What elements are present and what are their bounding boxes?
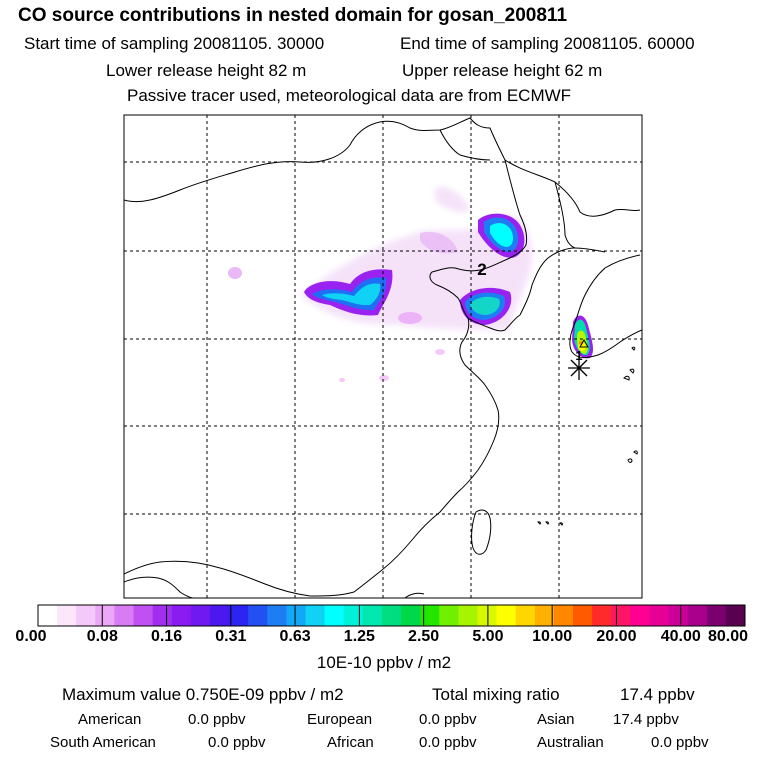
colorbar-cell — [248, 605, 268, 626]
graticule — [124, 115, 642, 598]
colorbar-cell — [611, 605, 631, 626]
region-name: European — [307, 711, 373, 728]
colorbar-cell — [209, 605, 230, 626]
colorbar-tick-label: 0.31 — [215, 628, 247, 645]
land-borders — [439, 129, 576, 249]
colorbar-cell — [286, 605, 306, 626]
colorbar-cell — [305, 605, 326, 626]
upper-release-label: Upper release height 62 m — [402, 61, 603, 80]
region-name: Australian — [537, 734, 604, 751]
colorbar-tick-label: 1.25 — [343, 628, 375, 645]
colorbar-cell — [401, 605, 421, 626]
colorbar-frame — [37, 604, 746, 627]
colorbar-cell — [324, 605, 345, 626]
colorbar-tick-label: 5.00 — [472, 628, 504, 645]
region-name: Asian — [537, 711, 575, 728]
colorbar-cell — [687, 605, 708, 626]
colorbar-tick-label: 0.63 — [279, 628, 311, 645]
colorbar-tick-label: 10.00 — [532, 628, 573, 645]
map-area: 2 1 — [124, 115, 642, 598]
receptor-marker-icon — [568, 356, 590, 380]
colorbar-cell — [553, 605, 574, 626]
colorbar-cell — [114, 605, 134, 626]
colorbar-cell — [95, 605, 115, 626]
region-name: American — [78, 711, 142, 728]
colorbar-cell — [76, 605, 96, 626]
colorbar-cell — [725, 605, 746, 626]
colorbar-tick-label: 40.00 — [660, 628, 701, 645]
colorbar — [38, 605, 746, 626]
colorbar-cell — [267, 605, 287, 626]
region-value: 0.0 ppbv — [419, 734, 477, 751]
colorbar-tick-label: 20.00 — [596, 628, 637, 645]
colorbar-cell — [362, 605, 383, 626]
colorbar-cell — [649, 605, 669, 626]
colorbar-tick-label: 0.00 — [15, 628, 47, 645]
colorbar-cell — [343, 605, 364, 626]
total-mixing-label: Total mixing ratio — [432, 685, 560, 704]
colorbar-cell — [38, 605, 58, 626]
colorbar-tick-label: 0.08 — [86, 628, 118, 645]
colorbar-cell — [706, 605, 727, 626]
map-frame — [123, 114, 643, 599]
plume-field — [228, 186, 594, 382]
colorbar-cell — [439, 605, 459, 626]
colorbar-cell — [630, 605, 650, 626]
colorbar-cell — [668, 605, 689, 626]
start-time-label: Start time of sampling 20081105. 30000 — [24, 34, 325, 53]
colorbar-cell — [573, 605, 593, 626]
colorbar-cell — [229, 605, 249, 626]
map-title: CO source contributions in nested domain… — [18, 5, 568, 26]
map-label-2: 2 — [477, 260, 486, 279]
small-triangle-icon — [579, 338, 589, 348]
colorbar-cell — [171, 605, 192, 626]
total-mixing-value: 17.4 ppbv — [620, 685, 695, 704]
colorbar-cell — [477, 605, 497, 626]
colorbar-cell — [420, 605, 440, 626]
region-name: South American — [50, 734, 156, 751]
region-value: 17.4 ppbv — [613, 711, 679, 728]
colorbar-cell — [152, 605, 173, 626]
maximum-value-label: Maximum value 0.750E-09 ppbv / m2 — [62, 685, 344, 704]
coastlines — [124, 117, 642, 598]
colorbar-cell — [515, 605, 536, 626]
colorbar-cell — [57, 605, 77, 626]
tracer-note: Passive tracer used, meteorological data… — [127, 86, 572, 105]
colorbar-cell — [592, 605, 612, 626]
colorbar-cell — [534, 605, 555, 626]
colorbar-tick-label: 2.50 — [408, 628, 440, 645]
map-label-1: 1 — [575, 348, 582, 363]
colorbar-cell — [496, 605, 517, 626]
colorbar-cell — [133, 605, 154, 626]
colorbar-cell — [381, 605, 402, 626]
colorbar-cell — [458, 605, 478, 626]
region-value: 0.0 ppbv — [651, 734, 709, 751]
lower-release-label: Lower release height 82 m — [106, 61, 307, 80]
colorbar-tick-label: 80.00 — [707, 628, 749, 645]
region-name: African — [327, 734, 374, 751]
region-value: 0.0 ppbv — [208, 734, 266, 751]
colorbar-cell — [190, 605, 211, 626]
colorbar-unit: 10E-10 ppbv / m2 — [316, 653, 452, 672]
colorbar-tick-label: 0.16 — [150, 628, 183, 645]
region-value: 0.0 ppbv — [419, 711, 477, 728]
end-time-label: End time of sampling 20081105. 60000 — [400, 34, 695, 53]
region-value: 0.0 ppbv — [188, 711, 246, 728]
